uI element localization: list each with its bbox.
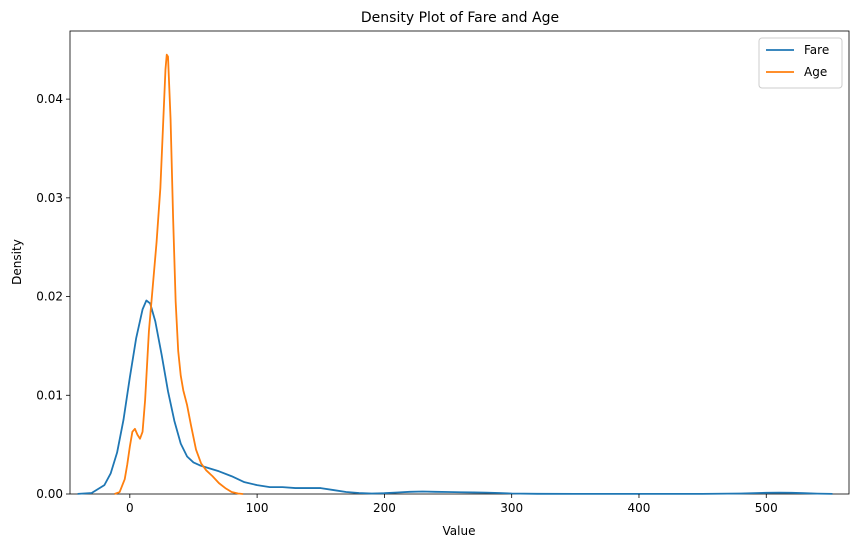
x-axis-ticks: 0 100 200 300 400 500 xyxy=(126,494,778,515)
x-tick-label: 300 xyxy=(500,501,523,515)
x-tick-label: 0 xyxy=(126,501,134,515)
chart-title: Density Plot of Fare and Age xyxy=(361,10,559,26)
legend-box xyxy=(758,37,843,89)
y-tick-label: 0.04 xyxy=(36,92,63,106)
y-axis-ticks: 0.00 0.01 0.02 0.03 0.04 xyxy=(36,92,70,501)
y-tick-label: 0.03 xyxy=(36,191,63,205)
legend-label-fare: Fare xyxy=(804,43,829,57)
axes-frame xyxy=(69,30,850,495)
series-line-age xyxy=(114,53,244,495)
y-tick-label: 0.01 xyxy=(36,388,63,402)
x-tick-label: 200 xyxy=(373,501,396,515)
series-layer xyxy=(77,53,833,495)
legend-label-age: Age xyxy=(804,65,827,79)
plot-area xyxy=(69,30,850,495)
x-tick-label: 500 xyxy=(755,501,778,515)
legend: Fare Age xyxy=(758,37,843,89)
series-line-fare xyxy=(77,299,833,495)
y-tick-label: 0.02 xyxy=(36,290,63,304)
y-tick-label: 0.00 xyxy=(36,487,63,501)
x-axis-label: Value xyxy=(443,524,476,538)
x-tick-label: 100 xyxy=(246,501,269,515)
y-axis-label: Density xyxy=(10,239,24,285)
x-tick-label: 400 xyxy=(628,501,651,515)
